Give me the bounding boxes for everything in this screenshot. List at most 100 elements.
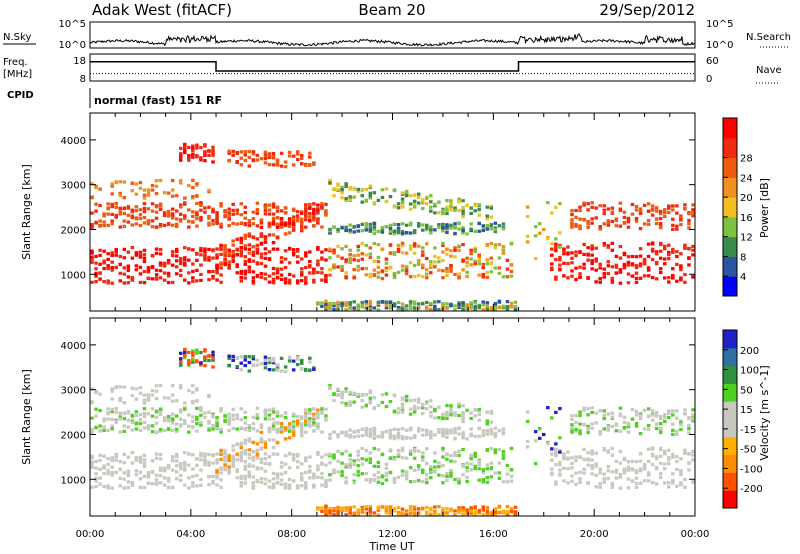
velocity-cell-1185 <box>396 428 401 432</box>
power-cell-1312 <box>429 194 433 198</box>
power-cell-274 <box>174 194 179 198</box>
power-cell-1010 <box>352 267 356 272</box>
power-cell-328 <box>191 248 195 252</box>
velocity-scatter <box>90 347 695 517</box>
power-cell-252 <box>170 253 175 258</box>
power-cell-1458 <box>465 264 469 268</box>
power-cell-1137 <box>384 268 389 273</box>
power-cell-388 <box>203 159 207 163</box>
power-cell-303 <box>183 202 187 206</box>
power-cell-1125 <box>380 247 385 251</box>
power-cell-1764 <box>618 256 623 260</box>
velocity-cell-1362 <box>441 431 445 435</box>
velocity-cell-1262 <box>416 464 421 468</box>
power-cell-1292 <box>425 268 429 272</box>
power-cell-911 <box>324 305 328 309</box>
power-cell-1793 <box>630 262 635 266</box>
power-cell-441 <box>219 273 223 277</box>
velocity-cell-157 <box>138 421 143 426</box>
power-colorbar-segment-7 <box>723 137 737 159</box>
velocity-cell-1265 <box>416 397 421 401</box>
velocity-cell-21 <box>94 407 98 411</box>
power-cell-1048 <box>360 229 364 233</box>
velocity-cell-1014 <box>352 400 356 404</box>
velocity-cell-1303 <box>425 510 429 514</box>
power-colorbar-segment-8 <box>723 118 737 139</box>
velocity-cell-1602 <box>525 445 530 449</box>
power-cell-165 <box>142 248 147 252</box>
velocity-colorbar-segment-8 <box>723 347 737 367</box>
velocity-cell-88 <box>118 467 122 472</box>
power-cell-1165 <box>392 271 397 276</box>
velocity-cell-167 <box>142 411 147 416</box>
velocity-cell-1474 <box>469 432 473 436</box>
power-cell-962 <box>340 256 344 260</box>
power-cell-1215 <box>404 265 409 269</box>
velocity-cell-1330 <box>433 416 437 420</box>
power-cell-1600 <box>513 300 518 304</box>
power-cell-366 <box>199 272 203 277</box>
velocity-cell-1524 <box>485 480 490 484</box>
power-cell-1624 <box>554 249 558 253</box>
velocity-cell-378 <box>199 350 203 355</box>
power-cell-1047 <box>360 188 364 192</box>
power-cell-1677 <box>578 217 582 221</box>
velocity-cell-1918 <box>683 448 687 452</box>
velocity-cell-231 <box>162 483 167 487</box>
velocity-ytick-label-3: 4000 <box>61 341 86 352</box>
velocity-cell-958 <box>340 452 344 456</box>
power-cell-645 <box>263 155 268 159</box>
velocity-cell-1291 <box>425 477 429 481</box>
velocity-colorbar-segment-4 <box>723 419 737 438</box>
velocity-cell-1585 <box>505 505 510 509</box>
velocity-cell-18 <box>94 459 98 464</box>
velocity-cell-178 <box>146 481 151 485</box>
velocity-cell-1377 <box>445 403 449 408</box>
power-cell-1742 <box>610 248 615 252</box>
velocity-cell-977 <box>344 449 348 453</box>
velocity-cell-1517 <box>481 505 485 509</box>
velocity-cell-1638 <box>558 450 562 454</box>
power-cell-1906 <box>679 268 683 272</box>
power-cell-1713 <box>594 259 598 263</box>
velocity-cell-528 <box>239 450 243 455</box>
velocity-cell-43 <box>102 417 106 421</box>
power-cell-1424 <box>457 208 461 213</box>
velocity-cell-85 <box>118 476 122 480</box>
power-cell-2 <box>90 280 94 284</box>
velocity-cell-1720 <box>598 467 602 472</box>
velocity-cell-1197 <box>400 469 405 473</box>
power-cell-1413 <box>453 232 457 236</box>
velocity-cell-565 <box>247 452 252 456</box>
velocity-cell-249 <box>170 455 175 459</box>
power-cell-237 <box>166 280 171 285</box>
power-cell-28 <box>98 277 102 281</box>
power-cell-1718 <box>598 277 602 281</box>
power-cell-33 <box>98 224 102 228</box>
power-cell-278 <box>179 261 183 266</box>
velocity-cell-1695 <box>586 430 590 435</box>
power-cell-249 <box>170 250 175 254</box>
velocity-cell-166 <box>142 474 147 479</box>
velocity-cell-482 <box>227 458 231 463</box>
velocity-cell-256 <box>170 421 175 425</box>
power-cell-639 <box>263 203 268 207</box>
power-cell-198 <box>150 188 155 192</box>
power-cell-528 <box>239 245 243 250</box>
power-cell-1739 <box>606 220 611 224</box>
velocity-cell-1713 <box>594 464 598 468</box>
power-cell-1546 <box>489 223 494 227</box>
velocity-cell-1596 <box>509 509 514 513</box>
power-cell-1502 <box>477 229 481 233</box>
power-cell-1012 <box>352 254 356 258</box>
power-cell-1724 <box>602 267 606 271</box>
power-cell-250 <box>170 263 175 267</box>
velocity-cell-851 <box>312 475 316 479</box>
power-cell-1654 <box>570 269 574 273</box>
power-cell-776 <box>295 281 300 285</box>
velocity-cell-1242 <box>412 456 417 460</box>
power-cell-1124 <box>380 269 385 273</box>
velocity-cell-404 <box>207 358 211 363</box>
power-cell-1236 <box>408 221 413 225</box>
